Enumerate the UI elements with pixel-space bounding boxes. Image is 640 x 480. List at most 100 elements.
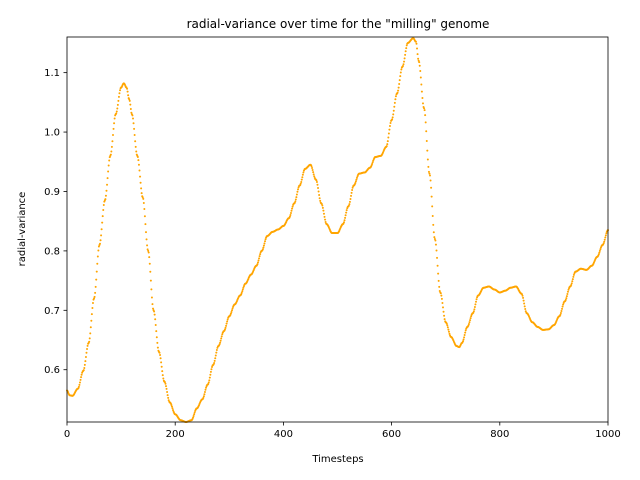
data-point: [118, 92, 121, 95]
data-point: [522, 299, 525, 302]
data-point: [324, 220, 327, 223]
data-point: [113, 122, 116, 125]
data-point: [315, 181, 318, 184]
data-point: [437, 279, 440, 282]
data-point: [522, 296, 525, 299]
data-point: [397, 89, 400, 92]
data-point: [436, 264, 439, 267]
data-point: [393, 101, 396, 104]
data-point: [95, 270, 98, 273]
data-point: [143, 207, 146, 210]
data-point: [397, 86, 400, 89]
data-point: [319, 199, 322, 202]
data-point: [231, 309, 233, 312]
data-point: [261, 248, 264, 251]
data-point: [425, 139, 428, 142]
data-point: [263, 242, 266, 245]
data-point: [80, 373, 83, 376]
data-point: [142, 197, 145, 200]
data-point: [161, 370, 164, 373]
data-point: [146, 244, 149, 247]
data-point: [388, 124, 391, 127]
data-point: [259, 253, 262, 256]
data-point: [437, 272, 440, 275]
data-point: [561, 305, 564, 308]
data-point: [127, 94, 130, 97]
data-point: [146, 248, 149, 251]
data-point: [138, 169, 141, 172]
data-point: [344, 214, 347, 217]
data-point: [423, 107, 426, 110]
data-point: [155, 330, 158, 333]
data-point: [142, 201, 145, 204]
data-point: [95, 278, 98, 281]
data-point: [565, 295, 568, 298]
data-point: [145, 238, 148, 241]
data-point: [475, 298, 478, 301]
data-point: [300, 180, 303, 183]
data-point: [434, 243, 437, 246]
data-point: [572, 273, 575, 276]
data-point: [106, 177, 109, 180]
data-point: [165, 387, 168, 390]
data-point: [350, 191, 353, 194]
data-point: [462, 338, 465, 341]
data-point: [262, 246, 265, 249]
data-point: [86, 348, 89, 351]
data-point: [472, 310, 475, 313]
data-point: [564, 298, 567, 301]
data-point: [79, 378, 82, 381]
data-point: [202, 396, 205, 399]
data-point: [82, 369, 85, 372]
data-point: [289, 211, 292, 214]
data-point: [128, 98, 131, 101]
data-point: [403, 57, 406, 60]
data-point: [106, 183, 109, 186]
data-point: [371, 162, 374, 165]
data-point: [473, 306, 476, 308]
data-point: [571, 280, 574, 283]
data-point: [172, 409, 175, 412]
data-point: [148, 262, 151, 265]
data-point: [427, 165, 430, 168]
data-point: [204, 388, 207, 391]
data-point: [566, 290, 569, 293]
data-point: [83, 367, 86, 369]
data-point: [290, 209, 293, 212]
data-point: [297, 188, 300, 191]
data-point: [113, 117, 116, 120]
data-point: [602, 242, 605, 245]
data-point: [603, 240, 606, 243]
data-point: [315, 179, 318, 182]
data-point: [398, 83, 401, 86]
data-point: [99, 242, 101, 245]
data-point: [214, 357, 217, 360]
data-point: [154, 318, 157, 321]
data-point: [524, 308, 527, 311]
data-point: [433, 236, 436, 239]
data-point: [167, 399, 170, 402]
data-point: [220, 335, 223, 338]
data-point: [343, 219, 346, 222]
data-point: [137, 163, 140, 166]
data-point: [208, 376, 211, 379]
data-point: [241, 290, 244, 293]
data-point: [132, 117, 134, 120]
data-point: [432, 223, 435, 226]
chart-title: radial-variance over time for the "milli…: [187, 17, 490, 31]
data-point: [446, 326, 449, 329]
data-point: [301, 173, 304, 176]
data-point: [321, 204, 324, 207]
data-point: [152, 307, 155, 310]
data-point: [324, 218, 327, 221]
data-point: [320, 202, 323, 205]
data-point: [258, 255, 261, 258]
data-point: [214, 354, 217, 357]
data-point: [289, 214, 292, 216]
data-point: [344, 216, 347, 219]
data-point: [264, 238, 267, 241]
data-point: [226, 320, 229, 323]
data-point: [257, 259, 260, 262]
data-point: [430, 186, 433, 189]
